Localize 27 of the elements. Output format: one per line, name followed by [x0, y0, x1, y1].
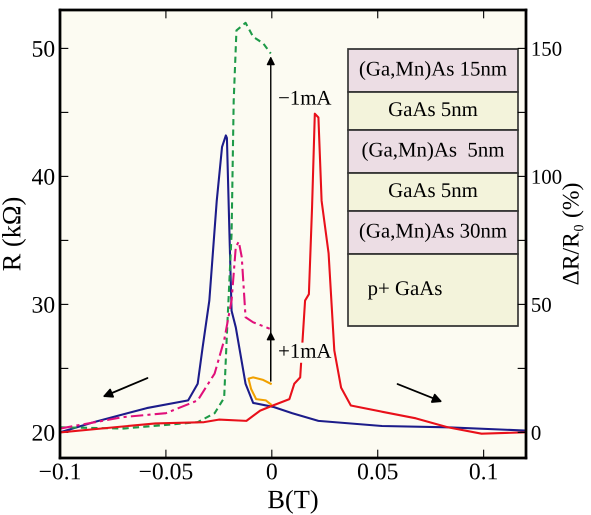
line-series: [247, 376, 272, 406]
y2-tick-label: 0: [532, 426, 540, 440]
y-tick-label: 40: [32, 168, 54, 185]
y2-tick-label: 100: [532, 170, 562, 184]
x-tick-label: 0.05: [358, 464, 398, 480]
y-tick-label: 30: [32, 296, 54, 313]
annotation: p+ GaAs: [368, 281, 442, 300]
x-tick-label: −0.05: [140, 464, 192, 480]
x-tick-label: 0: [266, 464, 277, 480]
y-tick-label: 20: [32, 424, 54, 441]
x-tick-label: 0.1: [470, 464, 497, 480]
x-axis-title: B(T): [268, 490, 318, 514]
y2-axis-title: ΔR/R₀ (%): [562, 184, 584, 284]
annotation: GaAs 5nm: [389, 183, 478, 198]
line-series: [60, 240, 271, 430]
annotation: (Ga,Mn)As 5nm: [362, 142, 504, 161]
annotation: (Ga,Mn)As 15nm: [360, 61, 507, 80]
line-series: [60, 22, 272, 430]
annotation: +1mA: [279, 344, 332, 358]
y-axis-title: R (kΩ): [2, 198, 26, 271]
y2-tick-label: 150: [532, 42, 562, 56]
x-tick-label: −0.1: [40, 464, 80, 480]
annotation: (Ga,Mn)As 30nm: [360, 223, 507, 242]
annotation: GaAs 5nm: [389, 102, 478, 116]
y2-tick-label: 50: [532, 298, 551, 312]
annotation: −1mA: [279, 90, 332, 105]
y-tick-label: 50: [32, 40, 54, 57]
